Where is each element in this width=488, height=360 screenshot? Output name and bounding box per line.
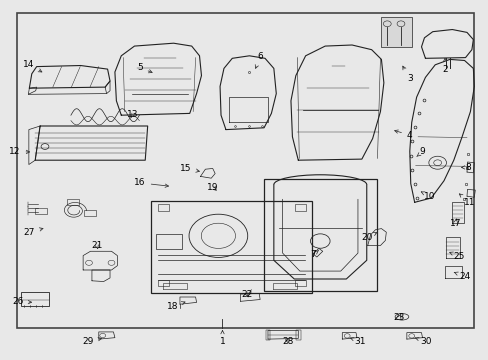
Text: 20: 20 <box>361 233 376 242</box>
Text: 8: 8 <box>461 163 470 172</box>
Bar <box>150 201 311 293</box>
Text: 23: 23 <box>393 313 404 322</box>
Text: 24: 24 <box>453 272 470 281</box>
Bar <box>84 210 96 216</box>
Text: 27: 27 <box>24 228 43 237</box>
Text: 19: 19 <box>206 183 218 192</box>
Text: 13: 13 <box>127 110 139 119</box>
Text: 31: 31 <box>350 337 366 346</box>
Bar <box>35 208 47 214</box>
Text: 28: 28 <box>282 337 293 346</box>
Text: 6: 6 <box>255 52 263 68</box>
Bar <box>381 17 411 47</box>
Text: 10: 10 <box>420 192 435 201</box>
Text: 11: 11 <box>458 194 474 207</box>
Text: 5: 5 <box>137 63 152 73</box>
Text: 25: 25 <box>449 252 464 261</box>
Bar <box>67 199 79 205</box>
Text: 21: 21 <box>91 241 102 250</box>
Text: 26: 26 <box>12 297 32 306</box>
Text: 2: 2 <box>441 58 447 74</box>
Bar <box>294 280 305 286</box>
Text: 18: 18 <box>166 302 184 311</box>
Bar <box>295 330 300 340</box>
Text: 15: 15 <box>180 164 199 173</box>
Text: 17: 17 <box>449 219 461 228</box>
Text: 22: 22 <box>241 290 252 299</box>
Text: 12: 12 <box>9 148 30 156</box>
Bar <box>158 204 168 211</box>
Bar <box>158 280 168 286</box>
Text: 7: 7 <box>309 250 318 259</box>
Text: 3: 3 <box>402 66 412 83</box>
Bar <box>20 292 49 306</box>
Text: 29: 29 <box>82 337 102 346</box>
Text: 14: 14 <box>22 60 42 72</box>
Bar <box>294 204 305 211</box>
Text: 4: 4 <box>394 130 412 139</box>
Text: 30: 30 <box>414 337 431 346</box>
Bar <box>155 234 182 249</box>
Text: 9: 9 <box>416 148 425 157</box>
Text: 16: 16 <box>134 178 168 187</box>
Bar <box>265 330 270 340</box>
Text: 1: 1 <box>219 330 225 346</box>
Bar <box>17 13 473 328</box>
Bar <box>264 179 376 291</box>
